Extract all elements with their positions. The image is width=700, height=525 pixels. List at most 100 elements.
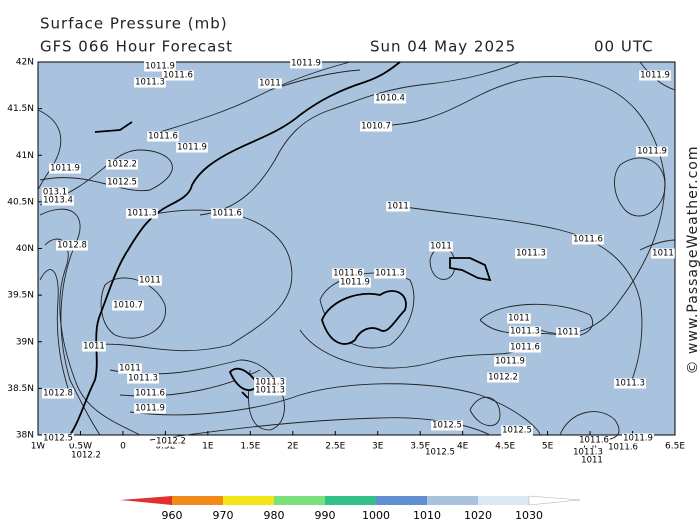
lon-label: 3E xyxy=(372,442,384,452)
isobar-label: 1011.6 xyxy=(509,342,541,353)
lat-label: 38N xyxy=(16,431,34,441)
isobar-label-text: 1011.3 xyxy=(135,78,165,88)
isobar-label-bg xyxy=(386,201,410,212)
isobar-label-bg xyxy=(651,248,675,259)
isobar-label: 1011.9 xyxy=(639,70,671,81)
isobar-label-text: 1012.8 xyxy=(57,241,87,251)
isobar-label: 1012.5 xyxy=(431,420,463,431)
isobar-label: 1011.3 xyxy=(254,377,286,388)
isobar-label: 1011.3 xyxy=(126,208,158,219)
isobar-label-bg xyxy=(127,373,159,384)
isobar-label: 1011.3 xyxy=(374,268,406,279)
isobar-label: 1012.8 xyxy=(42,388,74,399)
lon-label: 2.5E xyxy=(325,442,345,452)
colorbar-labels: 960 970 980 990 1000 1010 1020 1030 xyxy=(162,509,544,522)
isobar-label-text: 1011.9 xyxy=(135,404,165,414)
isobar-label: 1011.9 xyxy=(339,277,371,288)
isobar-label: 1012.8 xyxy=(56,240,88,251)
isobar-label: 1010.7 xyxy=(112,300,144,311)
lon-label: 1.5E xyxy=(240,442,260,452)
lat-label: 40N xyxy=(16,244,34,254)
isobar-label-text: 1011.3 xyxy=(375,269,405,279)
isobar-label: 1012.2 xyxy=(70,450,102,461)
colorbar-segment xyxy=(172,496,223,505)
colorbar-cap xyxy=(528,495,581,506)
isobar-label-bg xyxy=(515,248,547,259)
isobar-label-bg xyxy=(556,327,580,338)
isobar-label-bg xyxy=(636,146,668,157)
isobar-label: 1011 xyxy=(82,341,106,352)
isobar-label: 1011.3 xyxy=(254,385,286,396)
isobar-label-text: 1012.5 xyxy=(502,426,532,436)
isobar-label-text: 1011.3 xyxy=(615,379,645,389)
colorbar-segment xyxy=(274,496,325,505)
isobar-label-text: 1012.2 xyxy=(107,160,137,170)
isobar-label: 1011.9 xyxy=(176,142,208,153)
isobar-label-text: 1011.3 xyxy=(128,374,158,384)
lon-label: 5E xyxy=(542,442,554,452)
isobar-label: 1010.4 xyxy=(374,93,406,104)
isobar-label-bg xyxy=(126,208,158,219)
isobar-label: 1012.5 xyxy=(42,433,74,444)
isobar-label-text: 1012.2 xyxy=(488,373,518,383)
isobar-label-text: 1012.5 xyxy=(43,434,73,444)
isobar-label-text: 1011.6 xyxy=(510,343,540,353)
lat-label: 40.5N xyxy=(7,197,34,207)
isobar-label-text: 1011.9 xyxy=(340,278,370,288)
isobar-label: 1012.2 xyxy=(106,159,138,170)
isobar-label: 1011.6 xyxy=(211,208,243,219)
isobar-label-bg xyxy=(339,277,371,288)
isobar-label-bg xyxy=(134,388,166,399)
isobar-label-bg xyxy=(42,195,74,206)
isobar-label-bg xyxy=(487,372,519,383)
isobar-label-text: 1011 xyxy=(83,342,105,352)
lat-label: 42N xyxy=(16,58,34,68)
isobar-label-bg xyxy=(254,385,286,396)
isobar-label: 1011.9 xyxy=(134,403,166,414)
lat-label: 41.5N xyxy=(7,104,34,114)
isobar-label-text: 1011 xyxy=(387,202,409,212)
isobar-label-text: 1011.3 xyxy=(516,249,546,259)
isobar-label-bg xyxy=(106,159,138,170)
date: Sun 04 May 2025 xyxy=(370,38,516,56)
isobar-label-text: 1012.8 xyxy=(43,389,73,399)
colorbar-label: 1030 xyxy=(515,509,543,522)
isobar-label-text: 1011.9 xyxy=(177,143,207,153)
isobar-label-text: 1011.9 xyxy=(50,164,80,174)
isobar-label: 1011.3 xyxy=(509,326,541,337)
isobar-label-text: 1011 xyxy=(508,314,530,324)
isobar-label-bg xyxy=(56,240,88,251)
isobar-label-text: 013.1 xyxy=(43,188,67,198)
isobar-label-text: 1011.9 xyxy=(291,59,321,69)
isobar-label-bg xyxy=(41,187,69,198)
isobar-label-text: 1011.6 xyxy=(573,235,603,245)
isobar-label: 1012.2 xyxy=(155,436,187,447)
isobar-label-bg xyxy=(374,268,406,279)
map-frame xyxy=(37,61,676,436)
isobar-label-text: 1012.5 xyxy=(107,178,137,188)
colorbar-cap xyxy=(120,496,172,505)
lon-label: 4.5E xyxy=(495,442,515,452)
isobar-label: 013.1 xyxy=(41,187,69,198)
isobar-label-text: 1010.7 xyxy=(361,122,391,132)
isobar-label: 1011.6 xyxy=(578,435,610,446)
isobar-label-bg xyxy=(374,93,406,104)
isobar-label-text: 1011 xyxy=(259,79,281,89)
isobar-label-bg xyxy=(138,275,162,286)
isobar-label: 1011 xyxy=(507,313,531,324)
isobar-label: 1011.9 xyxy=(290,58,322,69)
isobar-label: 1012.2 xyxy=(487,372,519,383)
lon-label: 0 xyxy=(120,442,126,452)
isobar-label-bg xyxy=(580,455,604,466)
colorbar-label: 980 xyxy=(264,509,285,522)
isobar-label-bg xyxy=(501,425,533,436)
isobar-label-bg xyxy=(254,377,286,388)
isobar-label-bg xyxy=(572,447,604,458)
lat-label: 39N xyxy=(16,337,34,347)
isobar-label: 1010.7 xyxy=(360,121,392,132)
isobar-label: 1011.9 xyxy=(49,163,81,174)
isobar-label: 1011.9 xyxy=(622,433,654,444)
isobar-label-text: 1011.3 xyxy=(255,386,285,396)
